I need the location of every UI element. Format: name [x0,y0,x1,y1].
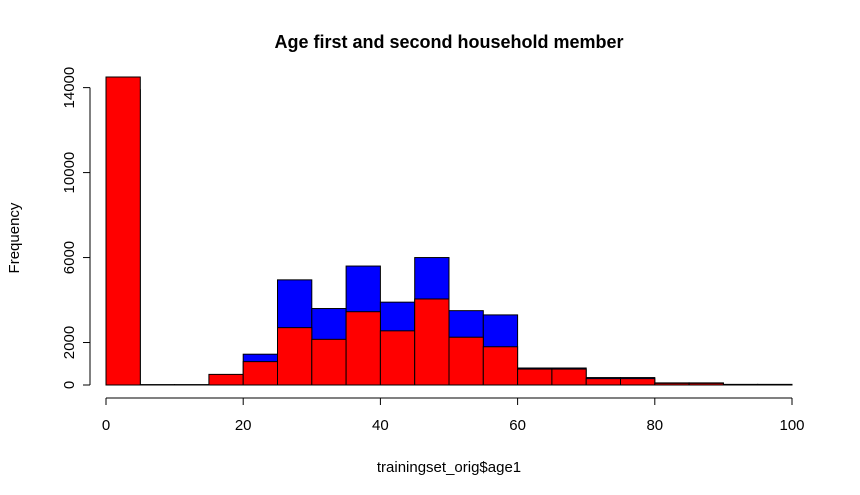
bar-series2-bin-25 [277,327,313,386]
y-tick-label: 10000 [61,152,78,194]
bar-series2-bin-40 [379,330,416,386]
x-tick-label: 60 [509,417,526,434]
bar-series2-bin-0 [105,76,141,386]
bar-series2-bin-70 [585,378,622,386]
y-tick-label: 6000 [61,241,78,274]
y-tick-label: 14000 [61,67,78,109]
bar-series2-bin-75 [620,378,656,386]
chart-title: Age first and second household member [274,32,623,52]
y-axis: 0 2000 6000 10000 14000 [61,67,91,389]
x-axis: 0 20 40 60 80 100 [102,397,805,434]
x-tick-label: 0 [102,417,110,434]
x-axis-label: trainingset_orig$age1 [377,459,521,476]
y-tick-label: 2000 [61,326,78,359]
bar-series2-bin-80 [654,382,690,386]
y-axis-label: Frequency [6,202,23,273]
histogram-bars [105,76,793,386]
x-tick-label: 40 [372,417,389,434]
bar-series2-bin-45 [414,298,450,386]
x-tick-label: 20 [235,417,252,434]
bar-series2-bin-60 [517,368,553,386]
bar-series2-bin-50 [448,336,484,386]
bar-series2-bin-30 [311,338,347,386]
bar-series2-bin-85 [688,382,724,386]
x-tick-label: 100 [779,417,804,434]
bar-series2-bin-20 [242,361,278,386]
y-tick-label: 0 [61,381,78,389]
bar-series2-bin-15 [208,373,244,386]
bar-series2-bin-65 [551,368,587,386]
bar-series2-bin-35 [345,311,381,386]
x-tick-label: 80 [646,417,663,434]
bar-series2-bin-55 [482,346,519,386]
